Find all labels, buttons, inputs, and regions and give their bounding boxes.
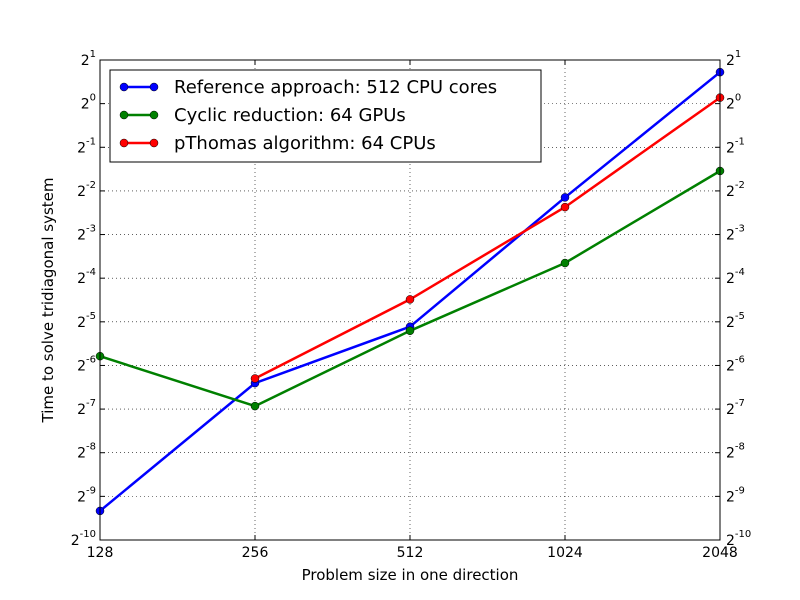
series-layer: [95, 67, 725, 516]
legend-marker: [119, 138, 129, 148]
series-1-point: [250, 401, 260, 411]
legend-marker: [119, 82, 129, 92]
y-tick-label-right: 2-9: [726, 485, 745, 505]
series-2-point: [250, 374, 260, 383]
y-tick-label-right: 20: [726, 93, 741, 113]
x-tick-label: 128: [87, 545, 114, 561]
y-tick-label-right: 2-7: [726, 398, 745, 418]
legend-marker: [149, 82, 159, 92]
legend-marker: [149, 138, 159, 148]
series-line-2: [254, 96, 721, 380]
y-tick-label-right: 2-10: [726, 529, 751, 549]
y-tick-label-left: 2-5: [77, 311, 96, 331]
y-tick-label-right: 2-4: [726, 267, 745, 287]
y-tick-label-right: 21: [726, 49, 741, 69]
legend-label: Cyclic reduction: 64 GPUs: [174, 105, 406, 126]
legend-marker: [149, 110, 159, 120]
x-axis-label: Problem size in one direction: [302, 566, 519, 584]
y-tick-label-right: 2-8: [726, 442, 745, 462]
series-2-point: [560, 202, 570, 212]
y-tick-label-left: 2-9: [77, 485, 96, 505]
y-tick-label-left: 20: [81, 93, 96, 113]
y-axis-label: Time to solve tridiagonal system: [39, 178, 57, 424]
legend: Reference approach: 512 CPU cores Cyclic …: [109, 69, 542, 163]
y-tick-label-left: 2-3: [77, 224, 96, 244]
legend-label: Reference approach: 512 CPU cores: [174, 77, 497, 98]
grid-lines: [100, 60, 720, 540]
x-tick-label: 2048: [702, 545, 738, 561]
series-0-point: [560, 193, 570, 202]
legend-box: [109, 69, 542, 163]
y-tick-label-left: 2-1: [77, 136, 96, 156]
y-tick-label-left: 2-2: [77, 180, 96, 200]
y-tick-label-right: 2-5: [726, 311, 745, 331]
y-tick-label-left: 2-6: [77, 354, 96, 374]
legend-marker: [119, 110, 129, 120]
y-tick-label-left: 2-10: [71, 529, 96, 549]
x-tick-label: 256: [242, 545, 269, 561]
y-tick-label-right: 2-2: [726, 180, 745, 200]
y-tick-label-left: 2-4: [77, 267, 96, 287]
legend-label: pThomas algorithm: 64 CPUs: [174, 133, 436, 154]
y-tick-label-left: 2-8: [77, 442, 96, 462]
y-tick-label-right: 2-1: [726, 136, 745, 156]
x-tick-label: 1024: [547, 545, 583, 561]
y-tick-label-right: 2-3: [726, 224, 745, 244]
y-tick-label-right: 2-6: [726, 354, 745, 374]
y-tick-label-left: 21: [81, 49, 96, 69]
y-tick-label-left: 2-7: [77, 398, 96, 418]
series-1-point: [560, 258, 570, 268]
series-1-point: [405, 326, 415, 336]
x-tick-label: 512: [397, 545, 424, 561]
series-2-point: [405, 295, 415, 304]
